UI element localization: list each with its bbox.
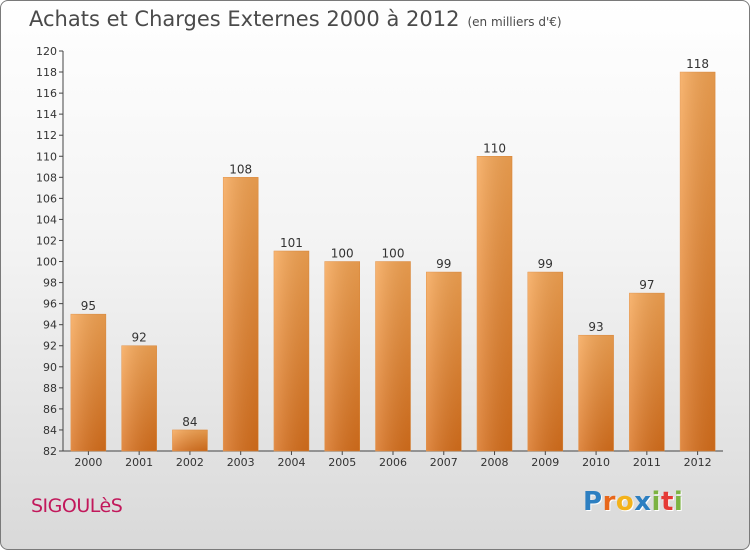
x-tick-label: 2011	[633, 456, 661, 469]
bar-shading	[172, 429, 208, 451]
x-tick-label: 2005	[328, 456, 356, 469]
y-tick-label: 96	[43, 298, 57, 311]
y-tick-label: 88	[43, 382, 57, 395]
logo-letter: o	[615, 487, 635, 517]
bar-shading	[273, 251, 309, 451]
chart-title-text: Achats et Charges Externes 2000 à 2012	[29, 7, 460, 31]
bar-shading	[578, 335, 614, 451]
bar-value-label: 97	[639, 278, 654, 292]
y-tick-label: 82	[43, 445, 57, 458]
x-tick-label: 2010	[582, 456, 610, 469]
bar-shading	[527, 272, 563, 451]
logo-letter: P	[583, 487, 603, 517]
bar-shading	[375, 261, 411, 451]
x-tick-label: 2007	[430, 456, 458, 469]
logo-letter: r	[602, 487, 616, 517]
bar-value-label: 99	[538, 257, 553, 271]
y-tick-label: 100	[36, 256, 57, 269]
bar-value-label: 118	[686, 57, 709, 71]
bar-shading	[223, 177, 259, 451]
y-tick-label: 102	[36, 234, 57, 247]
bar-value-label: 110	[483, 141, 506, 155]
chart-labels: 2000 95 2001 92 2002 84 2003 108 2004 101 2005 100 2…	[74, 57, 711, 469]
y-tick-label: 116	[36, 87, 57, 100]
bar-value-label: 84	[182, 415, 197, 429]
bar-value-label: 100	[382, 247, 405, 261]
bar-value-label: 92	[132, 331, 147, 345]
chart-unit: (en milliers d'€)	[467, 15, 562, 29]
bar-value-label: 95	[81, 299, 96, 313]
y-tick-label: 110	[36, 150, 57, 163]
bar-shading	[477, 156, 513, 451]
logo-letter: t	[660, 487, 674, 517]
bar-shading	[70, 314, 106, 451]
logo-letter: x	[634, 487, 652, 517]
logo-letter: i	[673, 487, 684, 517]
logo-letter: i	[651, 487, 661, 517]
y-tick-label: 114	[36, 108, 57, 121]
y-tick-label: 90	[43, 361, 57, 374]
bar-shading	[680, 72, 716, 451]
commune-name: SIGOULèS	[31, 495, 123, 517]
bar-shading	[426, 272, 462, 451]
y-tick-label: 118	[36, 66, 57, 79]
x-tick-label: 2002	[176, 456, 204, 469]
proxiti-logo: Proxiti	[583, 487, 683, 517]
bar-shading	[629, 293, 665, 451]
bar-value-label: 99	[436, 257, 451, 271]
bar-value-label: 101	[280, 236, 303, 250]
chart-axes: 82 84 86 88 90 92 94 96 98 100 102 104 106 108 110 112 1…	[36, 45, 723, 458]
y-tick-label: 120	[36, 45, 57, 58]
y-tick-label: 86	[43, 403, 57, 416]
y-tick-label: 104	[36, 213, 57, 226]
y-tick-label: 112	[36, 129, 57, 142]
y-tick-label: 92	[43, 340, 57, 353]
y-tick-label: 108	[36, 171, 57, 184]
y-tick-label: 106	[36, 192, 57, 205]
bar-value-label: 108	[229, 162, 252, 176]
x-tick-label: 2004	[277, 456, 305, 469]
x-tick-label: 2003	[227, 456, 255, 469]
x-tick-label: 2001	[125, 456, 153, 469]
y-tick-label: 98	[43, 277, 57, 290]
y-tick-label: 94	[43, 319, 57, 332]
bar-value-label: 100	[331, 247, 354, 261]
chart-bars	[70, 71, 716, 452]
y-tick-label: 84	[43, 424, 57, 437]
x-tick-label: 2012	[684, 456, 712, 469]
x-tick-label: 2009	[531, 456, 559, 469]
bar-shading	[324, 261, 360, 451]
bar-shading	[121, 345, 157, 451]
x-tick-label: 2008	[481, 456, 509, 469]
x-tick-label: 2006	[379, 456, 407, 469]
x-tick-label: 2000	[74, 456, 102, 469]
bar-value-label: 93	[588, 320, 603, 334]
chart-title: Achats et Charges Externes 2000 à 2012 (e…	[29, 7, 562, 31]
